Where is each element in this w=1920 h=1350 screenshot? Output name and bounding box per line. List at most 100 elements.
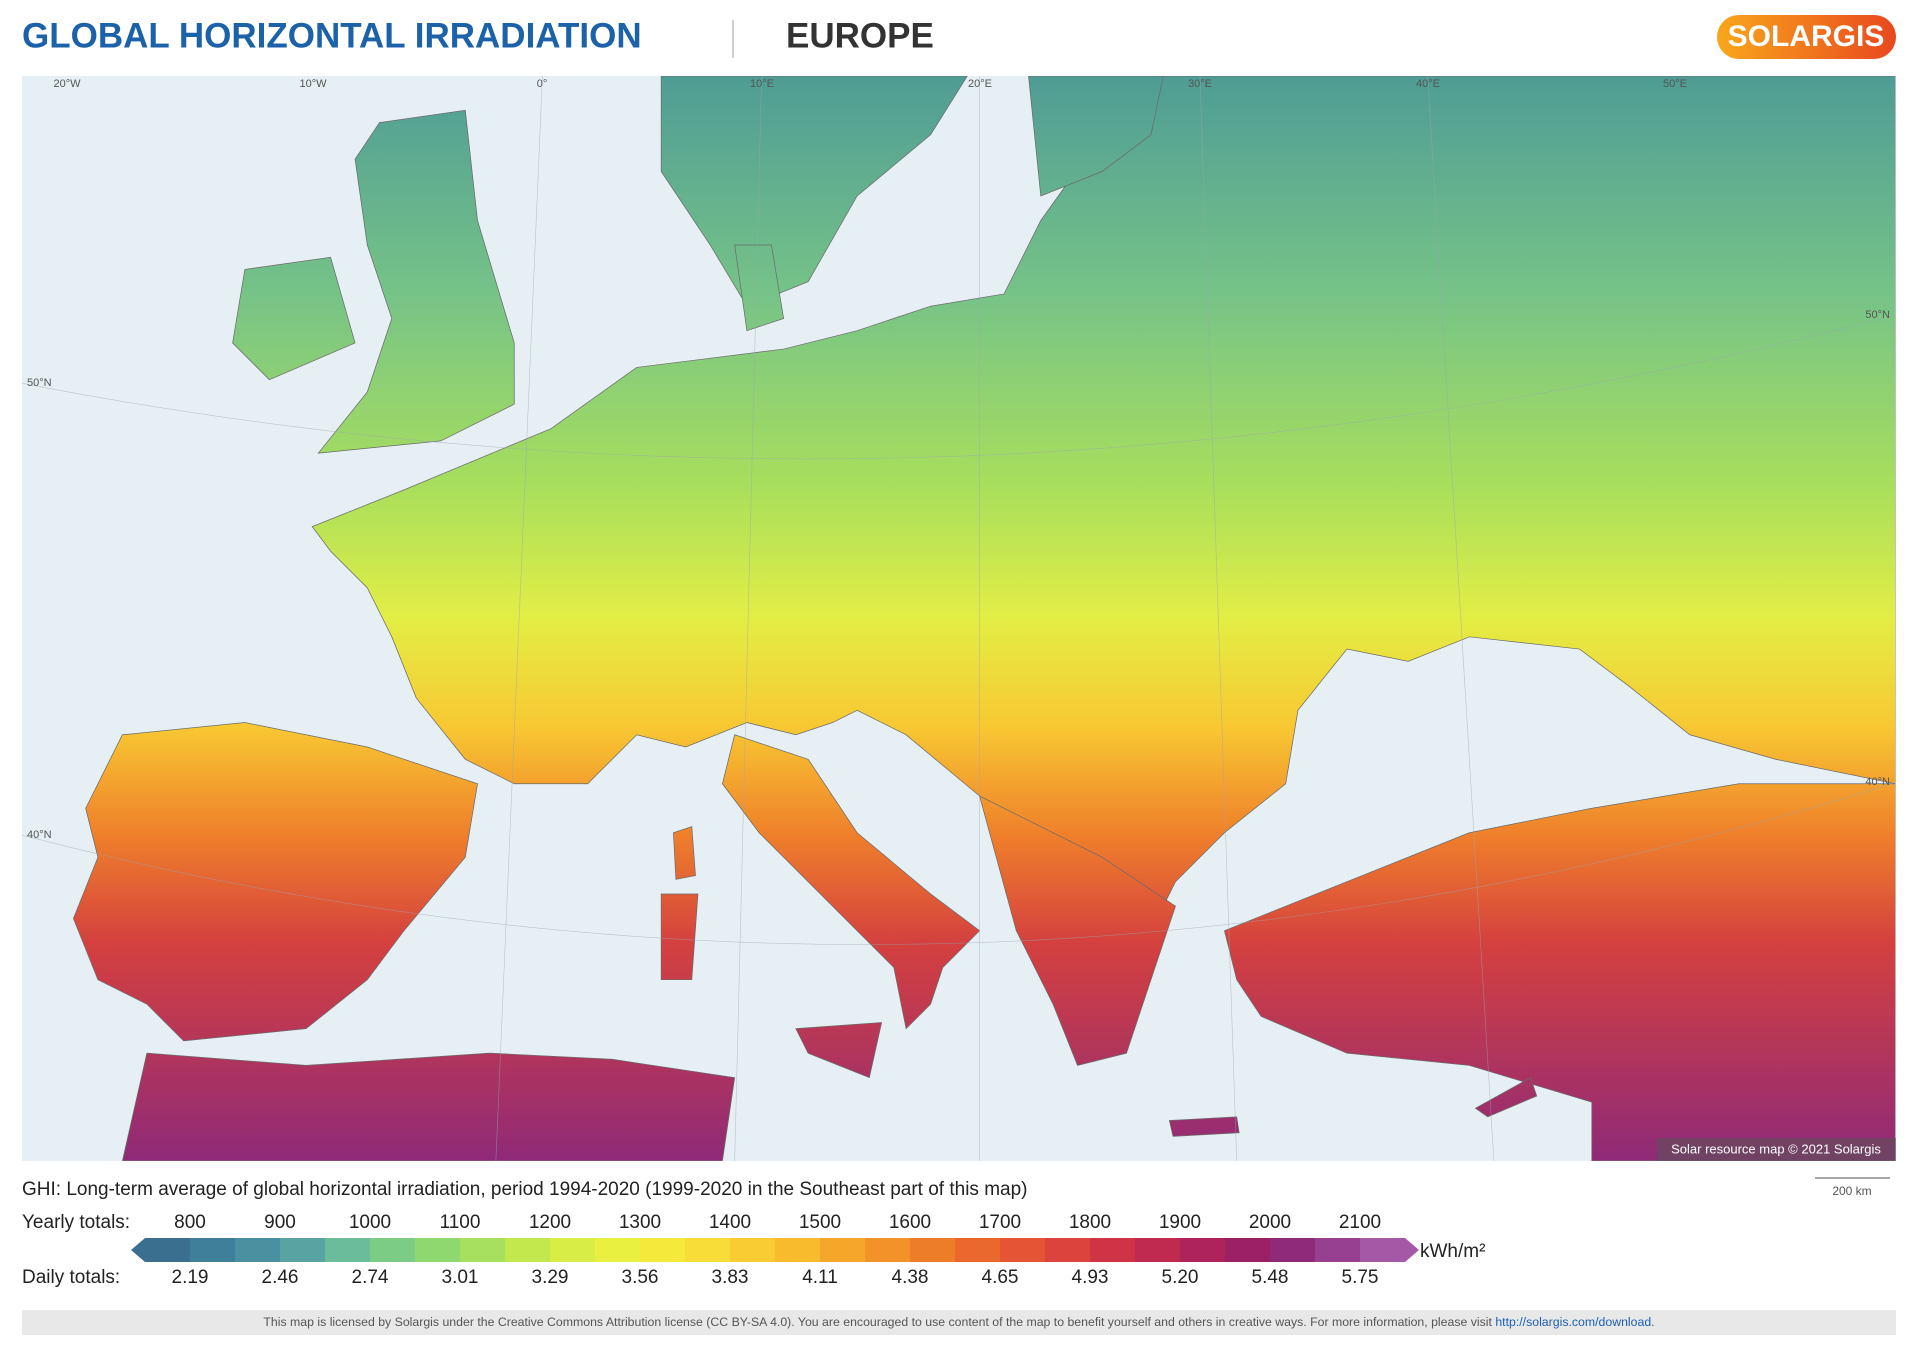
color-swatch (1135, 1238, 1180, 1262)
graticule (21, 75, 1896, 1161)
iberia (73, 722, 478, 1042)
color-swatch (235, 1238, 280, 1262)
yearly-value: 1600 (889, 1212, 931, 1233)
footer-text: This map is licensed by Solargis under t… (263, 1315, 1495, 1329)
color-swatch (190, 1238, 235, 1262)
daily-label: Daily totals: (22, 1267, 120, 1288)
color-swatch (1270, 1238, 1315, 1262)
meridian (1199, 75, 1238, 1161)
scale-label: 200 km (1832, 1184, 1871, 1198)
north-africa (122, 1052, 736, 1161)
ireland (232, 256, 356, 381)
color-swatch (775, 1238, 820, 1262)
yearly-value: 2100 (1339, 1212, 1381, 1233)
color-swatch (910, 1238, 955, 1262)
mainland (311, 75, 1896, 932)
color-swatch (820, 1238, 865, 1262)
yearly-value: 1300 (619, 1212, 661, 1233)
longitude-label: 10°E (750, 78, 774, 90)
finland (1028, 75, 1164, 197)
latitude-label: 40°N (1865, 776, 1890, 788)
graticule-labels: 20°W 10°W 0° 10°E 20°E 30°E 40°E 50°E 50°N 40°N 50… (27, 78, 1890, 841)
color-swatch (730, 1238, 775, 1262)
yearly-value: 2000 (1249, 1212, 1291, 1233)
sardinia (660, 893, 699, 981)
latitude-label: 50°N (27, 377, 52, 389)
color-swatch (685, 1238, 730, 1262)
daily-value: 3.29 (532, 1267, 569, 1288)
footer-end: . (1651, 1315, 1654, 1329)
parallel (21, 314, 1896, 460)
parallel (21, 782, 1896, 945)
yearly-value: 1800 (1069, 1212, 1111, 1233)
color-swatch (1180, 1238, 1225, 1262)
color-swatch (460, 1238, 505, 1262)
yearly-value: 1100 (440, 1212, 481, 1233)
yearly-label: Yearly totals: (22, 1212, 130, 1233)
longitude-label: 10°W (299, 78, 327, 90)
color-swatch (131, 1238, 190, 1262)
unit: kWh/m² (1420, 1241, 1485, 1262)
daily-value: 5.20 (1162, 1267, 1199, 1288)
daily-value: 4.65 (982, 1267, 1019, 1288)
corsica (673, 826, 696, 880)
color-swatch (415, 1238, 460, 1262)
yearly-value: 1000 (349, 1212, 391, 1233)
color-swatch (550, 1238, 595, 1262)
great-britain (317, 109, 515, 454)
color-swatch (280, 1238, 325, 1262)
meridian (1427, 75, 1495, 1161)
color-swatch (955, 1238, 1000, 1262)
daily-value: 3.56 (622, 1267, 659, 1288)
color-swatch (325, 1238, 370, 1262)
color-swatch (1225, 1238, 1270, 1262)
region: EUROPE (786, 16, 934, 55)
color-swatch (1315, 1238, 1360, 1262)
balkans (978, 795, 1176, 1066)
color-swatch (1000, 1238, 1045, 1262)
sicily (795, 1022, 883, 1079)
yearly-value: 1500 (799, 1212, 841, 1233)
longitude-label: 30°E (1188, 78, 1212, 90)
yearly-value: 1900 (1159, 1212, 1201, 1233)
color-swatch (640, 1238, 685, 1262)
title: GLOBAL HORIZONTAL IRRADIATION (22, 16, 642, 55)
logo-badge (1717, 15, 1896, 59)
footer: This map is licensed by Solargis under t… (263, 1315, 1654, 1329)
daily-value: 2.46 (262, 1267, 299, 1288)
yearly-value: 1200 (529, 1212, 571, 1233)
footer-link[interactable]: http://solargis.com/download (1495, 1315, 1651, 1329)
color-swatch (1090, 1238, 1135, 1262)
longitude-label: 50°E (1663, 78, 1687, 90)
daily-value: 5.75 (1342, 1267, 1379, 1288)
color-swatch (370, 1238, 415, 1262)
logo: SOLARGIS (1728, 20, 1885, 53)
color-swatch (1045, 1238, 1090, 1262)
daily-value: 4.93 (1072, 1267, 1109, 1288)
color-scale (131, 1238, 1419, 1262)
daily-value: 5.48 (1252, 1267, 1289, 1288)
map (21, 75, 1896, 1161)
yearly-value: 900 (264, 1212, 296, 1233)
denmark (734, 244, 785, 332)
meridian (495, 75, 543, 1161)
daily-value: 2.74 (352, 1267, 389, 1288)
land (73, 75, 1896, 1161)
anatolia (1224, 783, 1896, 1161)
meridian (734, 75, 762, 1161)
daily-value: 4.11 (802, 1267, 838, 1288)
crete (1168, 1116, 1240, 1137)
yearly-value: 1700 (979, 1212, 1021, 1233)
color-swatch (1360, 1238, 1419, 1262)
daily-value: 4.38 (892, 1267, 929, 1288)
longitude-label: 0° (537, 78, 548, 90)
latitude-label: 40°N (27, 829, 52, 841)
color-swatch (505, 1238, 550, 1262)
description: GHI: Long-term average of global horizon… (22, 1179, 1028, 1200)
italy (722, 734, 981, 1030)
legend-labels: 800 900 1000 1100 1200 1300 1400 1500 1600 1700 18… (172, 1212, 1382, 1288)
daily-value: 3.83 (712, 1267, 749, 1288)
credit-bg (1657, 1138, 1896, 1161)
